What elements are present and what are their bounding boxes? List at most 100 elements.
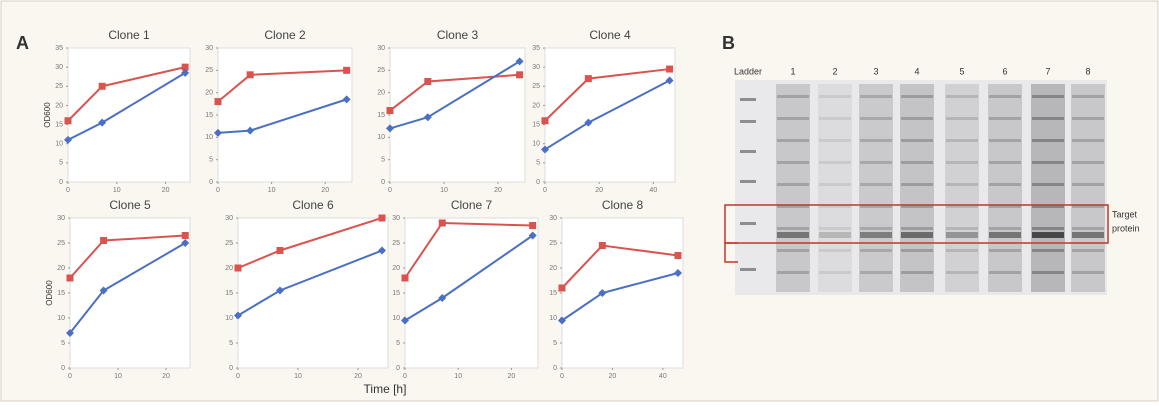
gel-lane: [776, 84, 810, 292]
gel-band: [1032, 271, 1064, 274]
gel-band: [989, 117, 1021, 120]
gel-band: [777, 95, 809, 98]
gel-band: [1032, 117, 1064, 120]
gel-band: [989, 139, 1021, 142]
gel-band: [946, 227, 978, 230]
gel-band: [989, 227, 1021, 230]
panel-label: B: [722, 33, 735, 53]
chart-title: Clone 2: [264, 28, 306, 42]
y-tick-label: 10: [532, 141, 540, 148]
gel-band: [1032, 227, 1064, 230]
chart-title: Clone 4: [589, 28, 631, 42]
gel-band: [946, 271, 978, 274]
point: [559, 285, 566, 292]
lane-label: 7: [1045, 66, 1050, 76]
x-tick-label: 40: [659, 373, 667, 380]
x-tick-label: 10: [440, 187, 448, 194]
point: [247, 71, 254, 78]
plot-area: [562, 218, 683, 368]
gel-band: [989, 161, 1021, 164]
gel-band: [946, 139, 978, 142]
gel-band: [946, 95, 978, 98]
gel-band: [819, 183, 851, 186]
x-axis-label: Time [h]: [364, 382, 407, 396]
y-tick-label: 20: [392, 265, 400, 272]
plot-area: [390, 48, 525, 182]
gel-band: [946, 249, 978, 252]
gel-band: [740, 150, 756, 153]
x-tick-label: 0: [216, 187, 220, 194]
gel-band: [777, 249, 809, 252]
y-tick-label: 0: [553, 365, 557, 372]
y-tick-label: 5: [61, 340, 65, 347]
y-tick-label: 10: [205, 134, 213, 141]
y-tick-label: 15: [205, 112, 213, 119]
chart-title: Clone 5: [109, 198, 151, 212]
gel-lane: [1031, 84, 1065, 292]
y-tick-label: 25: [532, 83, 540, 90]
y-tick-label: 0: [61, 365, 65, 372]
y-tick-label: 5: [229, 340, 233, 347]
gel-band: [946, 117, 978, 120]
x-tick-label: 20: [609, 373, 617, 380]
point: [599, 242, 606, 249]
gel-band: [777, 227, 809, 230]
gel-band: [740, 120, 756, 123]
figure: A B Time [h] Ladder12345678Targetprotein…: [0, 0, 1159, 402]
point: [67, 275, 74, 282]
gel-band: [777, 139, 809, 142]
y-tick-label: 5: [209, 157, 213, 164]
y-tick-label: 25: [377, 67, 385, 74]
point: [100, 237, 107, 244]
chart-title: Clone 3: [437, 28, 479, 42]
y-tick-label: 30: [57, 215, 65, 222]
x-tick-label: 20: [595, 187, 603, 194]
y-tick-label: 30: [549, 215, 557, 222]
gel-band: [1032, 183, 1064, 186]
y-tick-label: 35: [55, 45, 63, 52]
point: [99, 83, 106, 90]
gel-lane: [900, 84, 934, 292]
gel-band: [819, 95, 851, 98]
gel-band: [989, 183, 1021, 186]
y-tick-label: 10: [55, 141, 63, 148]
point: [585, 75, 592, 82]
y-axis-label: OD600: [43, 102, 52, 128]
gel-band: [860, 95, 892, 98]
x-tick-label: 20: [162, 187, 170, 194]
y-tick-label: 25: [205, 67, 213, 74]
y-tick-label: 30: [377, 45, 385, 52]
gel-band: [901, 232, 933, 238]
gel-band: [740, 180, 756, 183]
gel-band: [1032, 139, 1064, 142]
y-tick-label: 15: [377, 112, 385, 119]
gel-band: [860, 183, 892, 186]
gel-band: [819, 139, 851, 142]
gel-band: [1072, 117, 1104, 120]
x-tick-label: 10: [454, 373, 462, 380]
gel-band: [946, 161, 978, 164]
gel-band: [819, 227, 851, 230]
gel-band: [1072, 271, 1104, 274]
y-tick-label: 5: [396, 340, 400, 347]
y-tick-label: 15: [225, 290, 233, 297]
annotation: protein: [1112, 223, 1140, 233]
y-tick-label: 5: [59, 160, 63, 167]
gel-band: [777, 271, 809, 274]
gel-band: [1072, 95, 1104, 98]
y-tick-label: 20: [55, 102, 63, 109]
y-tick-label: 30: [205, 45, 213, 52]
gel-band: [1072, 227, 1104, 230]
x-tick-label: 10: [268, 187, 276, 194]
y-tick-label: 15: [549, 290, 557, 297]
lane-label: Ladder: [734, 66, 762, 76]
y-tick-label: 5: [553, 340, 557, 347]
y-tick-label: 10: [549, 315, 557, 322]
y-tick-label: 35: [532, 45, 540, 52]
gel-band: [1072, 232, 1104, 238]
lane-label: 8: [1085, 66, 1090, 76]
page: {"figure": {"panel_a": "A", "panel_b": "…: [0, 0, 1159, 407]
plot-area: [218, 48, 352, 182]
point: [343, 67, 350, 74]
point: [666, 66, 673, 73]
